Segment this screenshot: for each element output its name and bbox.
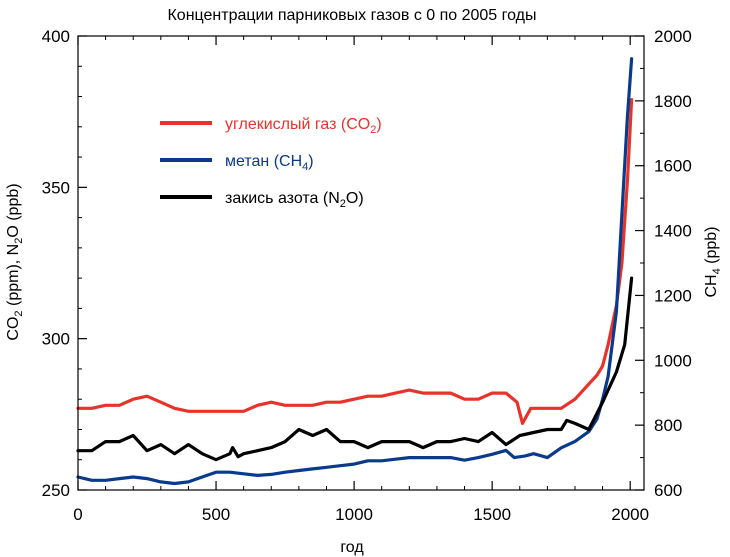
axes: 0 500 1000 1500 2000 250 300 350 400 600 800 1000 12… xyxy=(42,27,692,524)
right-y-tick-label: 1600 xyxy=(654,157,692,176)
legend-label-ch4: метан (CH4) xyxy=(225,153,314,173)
left-y-tick-label: 400 xyxy=(42,27,70,46)
right-y-tick-label: 600 xyxy=(654,481,682,500)
x-tick-label: 2000 xyxy=(611,505,649,524)
left-y-tick-label: 350 xyxy=(42,178,70,197)
right-y-axis-label: CH4 (ppb) xyxy=(703,226,723,297)
chart-title: Концентрации парниковых газов с 0 по 200… xyxy=(167,7,536,24)
series-line-n2o xyxy=(76,276,634,462)
plot-frame xyxy=(77,35,645,491)
series-layer xyxy=(76,57,634,486)
x-tick-label: 1500 xyxy=(473,505,511,524)
right-y-tick-label: 1200 xyxy=(654,286,692,305)
right-y-tick-label: 1800 xyxy=(654,92,692,111)
x-tick-label: 0 xyxy=(73,505,82,524)
series-line-co2 xyxy=(76,98,634,425)
left-y-axis-label: CO2 (ppm), N2O (ppb) xyxy=(5,183,25,340)
right-y-tick-label: 1000 xyxy=(654,351,692,370)
legend: углекислый газ (CO2) метан (CH4) закись аз… xyxy=(160,116,382,210)
legend-label-co2: углекислый газ (CO2) xyxy=(225,116,382,136)
x-tick-label: 1000 xyxy=(335,505,373,524)
right-y-tick-label: 2000 xyxy=(654,27,692,46)
legend-label-n2o: закись азота (N2O) xyxy=(225,190,364,210)
left-y-tick-label: 250 xyxy=(42,481,70,500)
series-line-ch4 xyxy=(76,57,634,486)
x-axis-label: год xyxy=(340,539,364,556)
right-y-tick-label: 800 xyxy=(654,416,682,435)
x-tick-label: 500 xyxy=(202,505,230,524)
left-y-tick-label: 300 xyxy=(42,330,70,349)
right-y-tick-label: 1400 xyxy=(654,222,692,241)
